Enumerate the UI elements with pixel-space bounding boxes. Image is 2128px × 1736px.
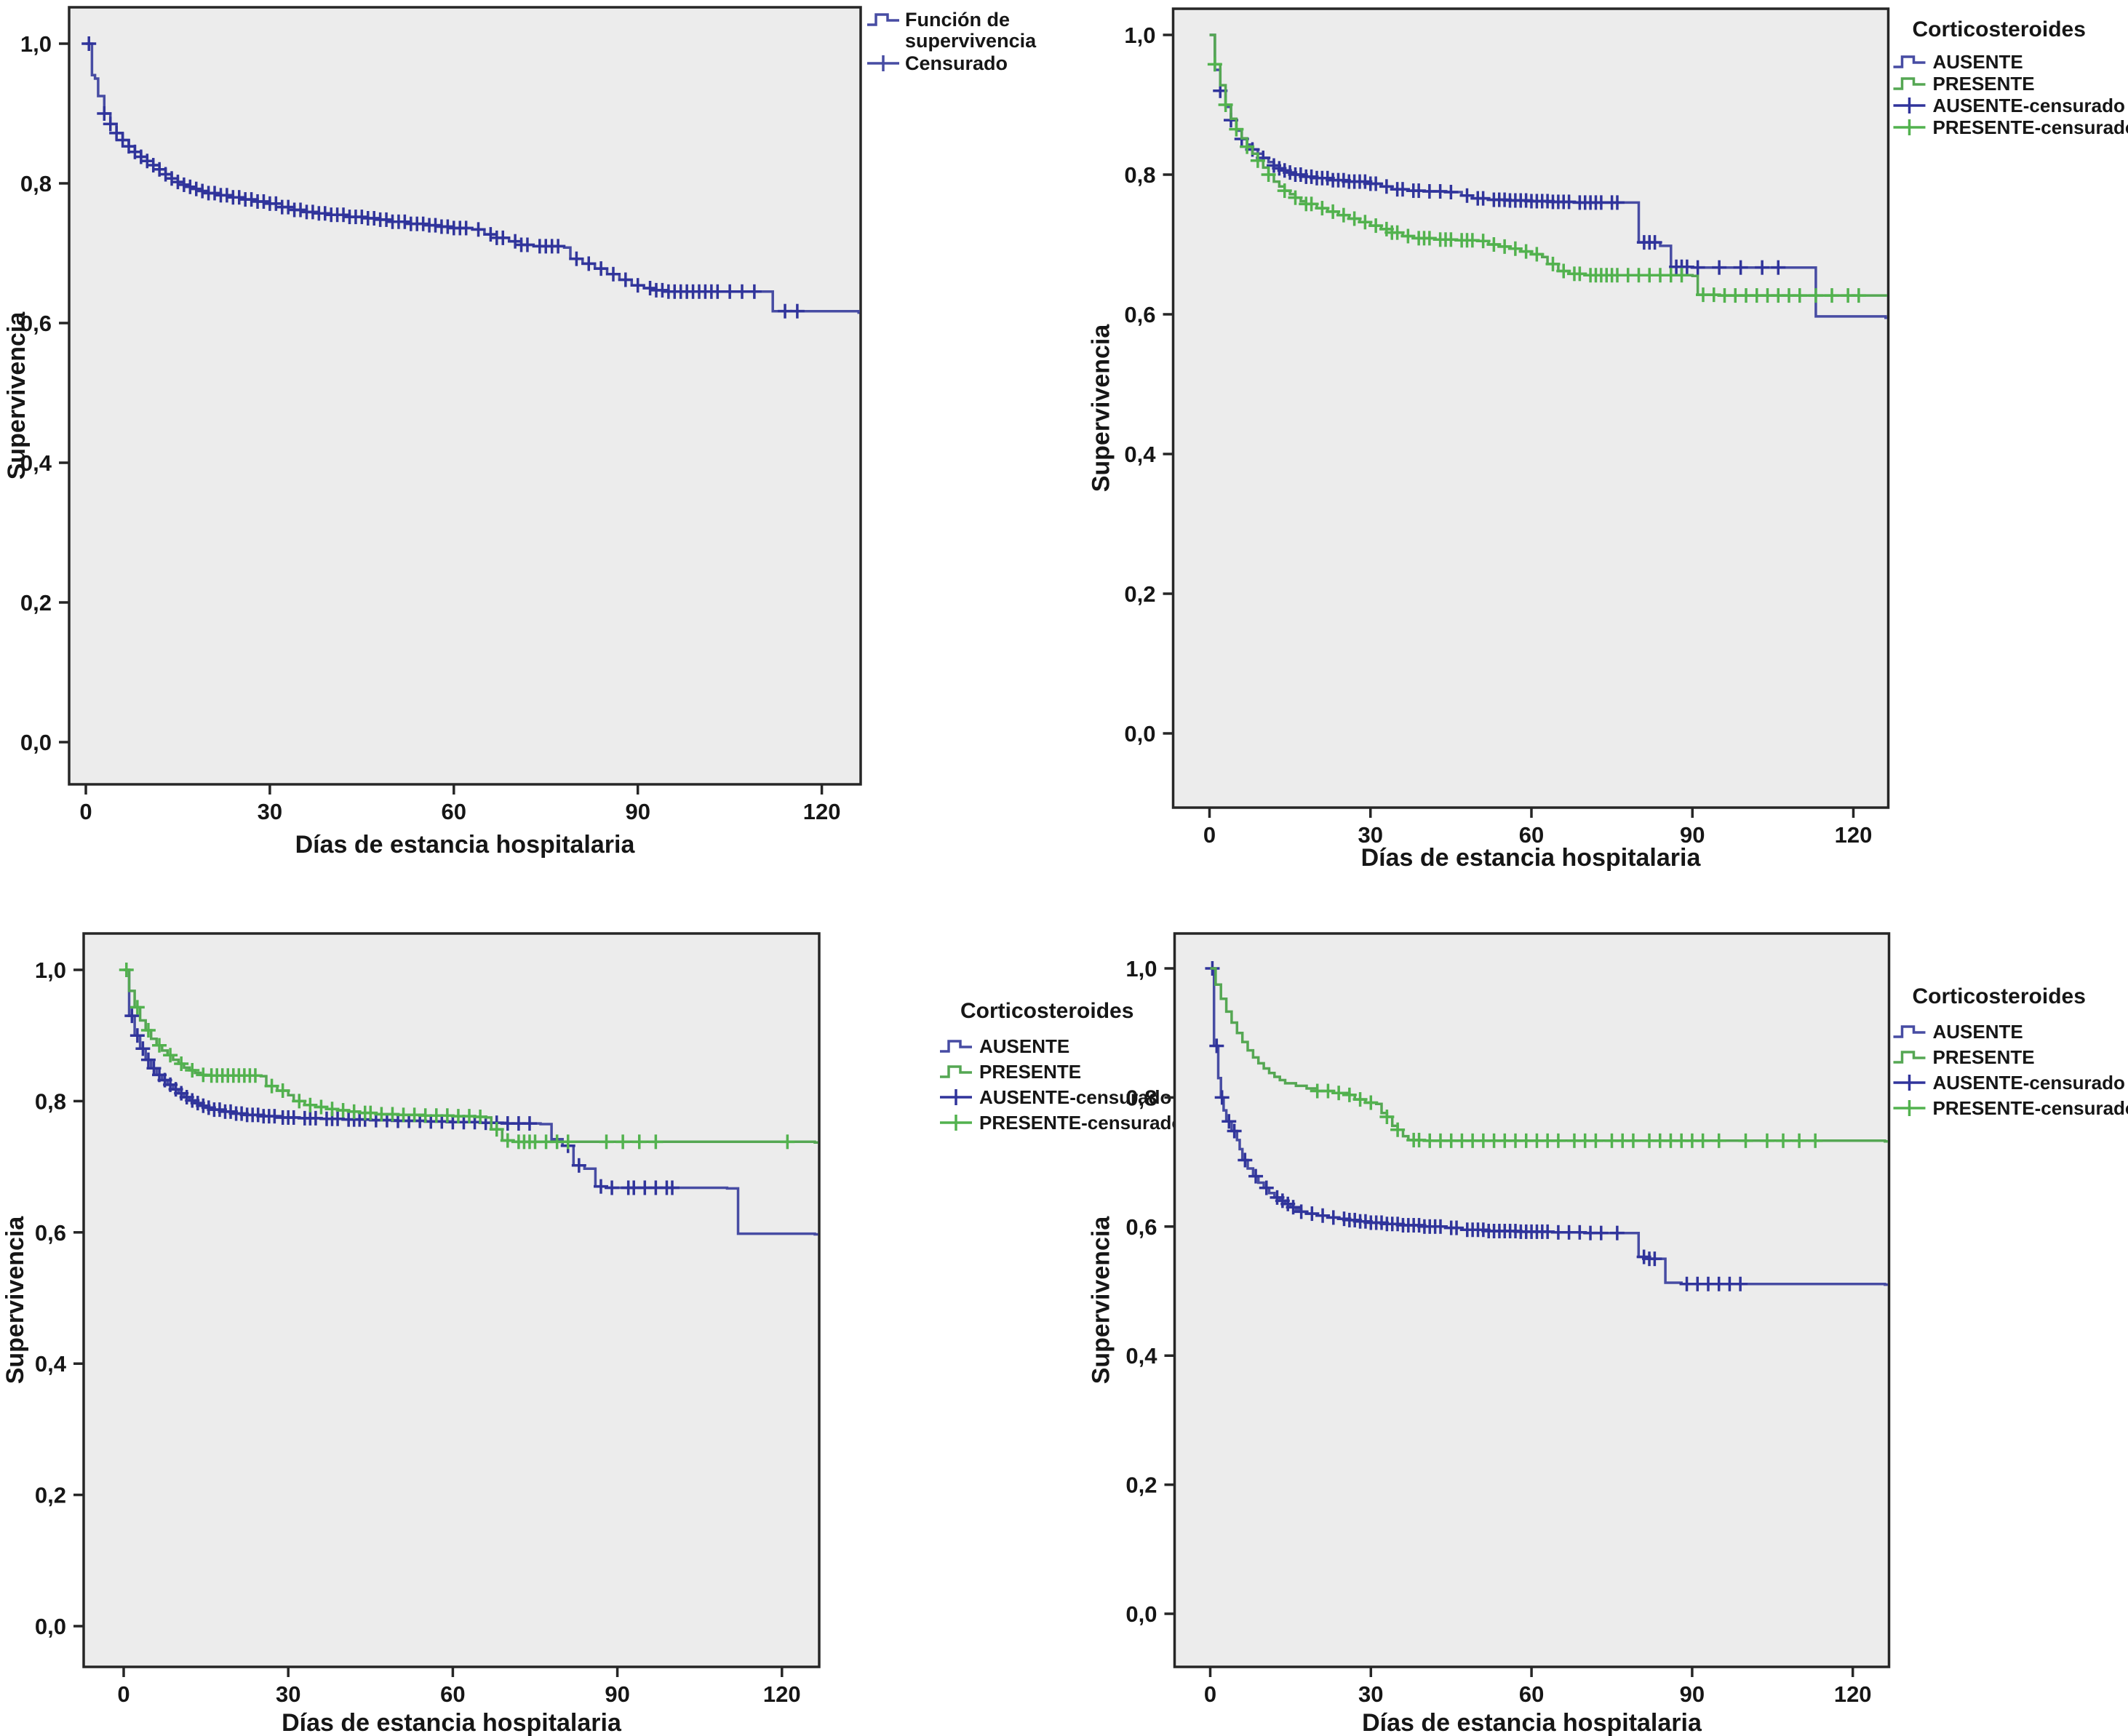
y-tick-label: 0,0 [20, 730, 52, 755]
plot-area [1171, 7, 1890, 809]
x-tick-label: 120 [803, 799, 841, 824]
censor-marks-presente [119, 963, 795, 1150]
y-tick-label: 0,2 [20, 590, 52, 616]
legend-item-label: PRESENTE [1933, 73, 2035, 95]
legend-item-label: AUSENTE [979, 1035, 1069, 1057]
x-axis-label: Días de estancia hospitalaria [295, 831, 636, 859]
y-tick-label: 0,0 [1124, 721, 1155, 746]
legend-step-line-icon [1893, 1025, 1926, 1038]
km-plot-corticosteroids-c: 0,0 0,2 0,4 0,6 0,8 1,0 0 30 60 90 120 Días de esta… [1088, 932, 2128, 1736]
legend-step-line-icon [940, 1065, 972, 1078]
censor-marks-presente [1310, 1083, 1823, 1148]
x-tick-label: 120 [1834, 1681, 1872, 1707]
x-tick-label: 30 [258, 799, 282, 824]
y-tick-label: 0,2 [1125, 1473, 1157, 1498]
censor-marks-ausente [1205, 961, 1748, 1291]
legend-item-label: Función de supervivencia [905, 9, 1037, 52]
legend: Corticosteroides AUSENTEPRESENTEAUSENTE-c… [1893, 17, 2128, 138]
panel-bottom-left-corticosteroids: 0,0 0,2 0,4 0,6 0,8 1,0 0 30 60 90 120 Días de esta… [0, 868, 1183, 1736]
x-tick-label: 30 [1358, 822, 1383, 848]
legend: Corticosteroides AUSENTE PRESENTE AUSENTE-c… [1893, 984, 2128, 1119]
x-tick-label: 90 [1680, 1681, 1705, 1707]
y-tick-label: 0,4 [1125, 1343, 1157, 1369]
y-tick-label: 0,8 [35, 1088, 66, 1114]
km-plot-overall: 0,0 0,2 0,4 0,6 0,8 1,0 0 30 60 90 120 Días de esta… [3, 6, 1037, 859]
y-tick-label: 0,8 [1125, 1085, 1157, 1110]
panel-top-left-overall-survival: 0,0 0,2 0,4 0,6 0,8 1,0 0 30 60 90 120 Días de esta… [0, 0, 1064, 868]
y-tick-label: 0,6 [1124, 302, 1155, 327]
legend-step-line-icon [940, 1040, 972, 1053]
y-tick-label: 0,8 [20, 171, 52, 196]
x-tick-label: 90 [605, 1681, 629, 1707]
x-tick-label: 60 [1519, 822, 1544, 848]
y-axis-label: Supervivencia [3, 311, 31, 480]
x-tick-label: 120 [1835, 822, 1873, 848]
x-tick-label: 0 [79, 799, 92, 824]
y-tick-label: 0,4 [35, 1351, 67, 1377]
legend-title: Corticosteroides [1913, 17, 2086, 41]
x-axis-label: Días de estancia hospitalaria [1362, 1709, 1702, 1736]
y-axis-label: Supervivencia [1088, 324, 1115, 493]
x-tick-label: 30 [1358, 1681, 1383, 1707]
legend-item-label: AUSENTE [1933, 1021, 2023, 1043]
x-tick-label: 120 [763, 1681, 801, 1707]
plot-area [1173, 932, 1891, 1668]
x-tick-label: 30 [276, 1681, 300, 1707]
legend-item-label: AUSENTE-censurado [1933, 95, 2125, 116]
legend: Corticosteroides AUSENTE PRESENTE AUSENTE-c… [940, 999, 1183, 1134]
legend-title: Corticosteroides [1913, 984, 2086, 1008]
legend-item-label: AUSENTE-censurado [979, 1086, 1171, 1108]
legend-title: Corticosteroides [960, 999, 1133, 1023]
legend-item-label: Censurado [905, 52, 1008, 74]
km-plot-corticosteroids-a: 0,0 0,2 0,4 0,6 0,8 1,0 0 30 60 90 120 Días de esta… [1088, 7, 2128, 872]
legend-item-label: AUSENTE [1933, 51, 2023, 73]
y-tick-label: 0,0 [35, 1614, 66, 1639]
legend-step-line-icon [1893, 1051, 1926, 1064]
y-tick-label: 0,6 [20, 311, 52, 336]
y-tick-label: 0,6 [35, 1220, 66, 1246]
legend-item-label: PRESENTE-censurado [1933, 116, 2128, 138]
censor-marks-ausente [1213, 83, 1786, 275]
y-axis-label: Supervivencia [1088, 1216, 1115, 1385]
y-tick-label: 0,2 [35, 1483, 66, 1508]
y-tick-label: 1,0 [35, 957, 66, 983]
y-tick-label: 1,0 [1124, 23, 1155, 48]
y-tick-label: 1,0 [20, 31, 52, 57]
km-plot-corticosteroids-b: 0,0 0,2 0,4 0,6 0,8 1,0 0 30 60 90 120 Días de esta… [1, 932, 1183, 1736]
censor-marks-presente [1207, 57, 1866, 303]
legend-step-line-icon [1893, 55, 1926, 68]
y-tick-label: 0,8 [1124, 162, 1155, 188]
panel-top-right-corticosteroids: 0,0 0,2 0,4 0,6 0,8 1,0 0 30 60 90 120 Días de esta… [1064, 0, 2128, 872]
legend-item-label: PRESENTE-censurado [979, 1112, 1183, 1134]
y-tick-label: 1,0 [1125, 956, 1157, 982]
y-tick-label: 0,4 [1124, 442, 1156, 467]
legend-item-label: AUSENTE-censurado [1933, 1072, 2125, 1094]
x-tick-label: 60 [442, 799, 466, 824]
panel-bottom-right-corticosteroids: 0,0 0,2 0,4 0,6 0,8 1,0 0 30 60 90 120 Días de esta… [1064, 868, 2128, 1736]
legend-step-line-icon [1893, 77, 1926, 90]
x-tick-label: 90 [625, 799, 650, 824]
plot-area [68, 6, 862, 786]
x-tick-label: 0 [117, 1681, 129, 1707]
x-axis-label: Días de estancia hospitalaria [1361, 844, 1702, 872]
y-tick-label: 0,0 [1125, 1601, 1157, 1627]
legend-item-label: PRESENTE [1933, 1046, 2035, 1068]
plot-area [82, 932, 821, 1668]
y-tick-label: 0,6 [1125, 1214, 1157, 1240]
legend-item-label: PRESENTE [979, 1061, 1081, 1083]
legend-step-line-icon [867, 13, 899, 26]
x-tick-label: 60 [1519, 1681, 1544, 1707]
y-tick-label: 0,2 [1124, 581, 1155, 607]
y-tick-label: 0,4 [20, 450, 52, 476]
y-axis-label: Supervivencia [1, 1216, 29, 1385]
x-tick-label: 60 [440, 1681, 465, 1707]
x-tick-label: 90 [1680, 822, 1705, 848]
x-tick-label: 0 [1203, 822, 1216, 848]
x-tick-label: 0 [1204, 1681, 1216, 1707]
legend-item-label: PRESENTE-censurado [1933, 1097, 2128, 1119]
x-axis-label: Días de estancia hospitalaria [282, 1709, 622, 1736]
censor-marks-función-de-supervivencia [81, 36, 805, 319]
